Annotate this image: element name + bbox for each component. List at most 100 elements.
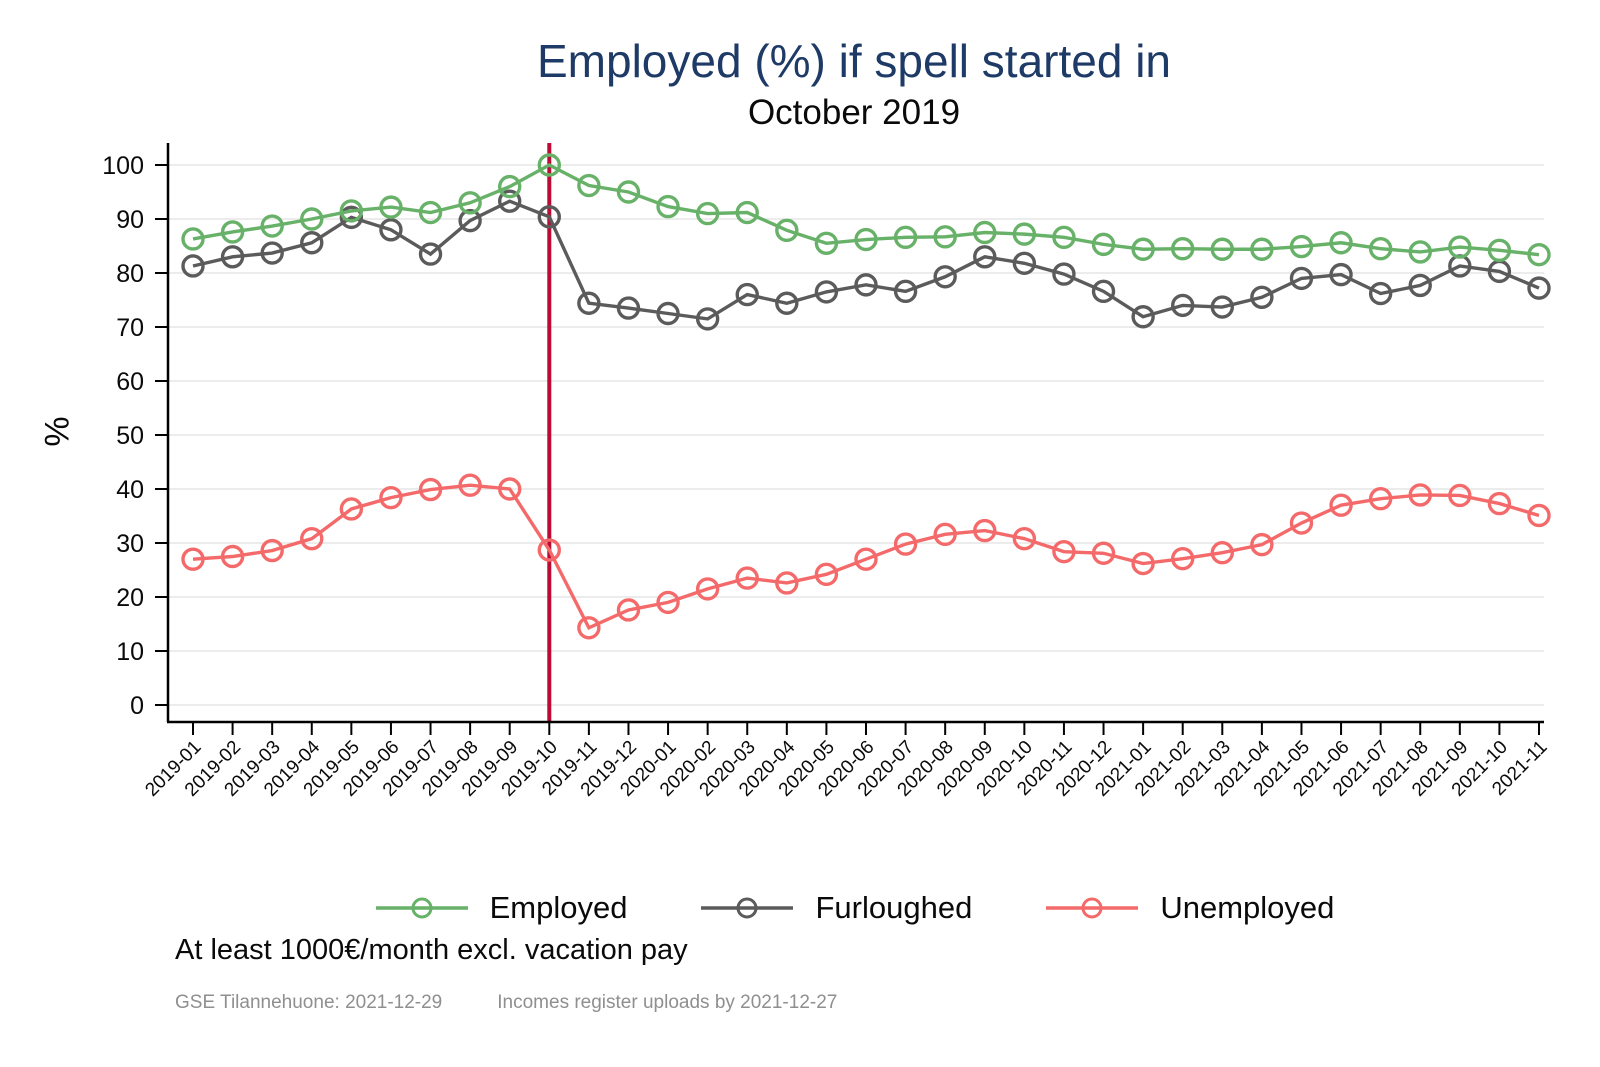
series-employed-point bbox=[1289, 234, 1314, 259]
series-furloughed-point bbox=[537, 205, 561, 229]
series-employed-point bbox=[695, 201, 720, 226]
legend-marker-furloughed-icon bbox=[701, 897, 794, 919]
series-unemployed-point bbox=[893, 532, 918, 556]
series-unemployed-point bbox=[1091, 541, 1116, 565]
chart-title: Employed (%) if spell started in bbox=[536, 35, 1172, 87]
y-tick-label: 0 bbox=[130, 692, 144, 720]
series-employed-point bbox=[1052, 225, 1076, 250]
series-employed-point bbox=[1329, 231, 1353, 255]
series-employed-point bbox=[418, 200, 443, 225]
series-employed-point bbox=[577, 173, 601, 198]
series-furloughed-point bbox=[1368, 281, 1393, 306]
series-furloughed-point bbox=[300, 231, 324, 255]
legend-item-employed: Employed bbox=[374, 890, 627, 926]
series-furloughed-point bbox=[933, 265, 957, 289]
series-furloughed-point bbox=[854, 273, 878, 297]
series-unemployed-point bbox=[339, 497, 364, 521]
series-unemployed-point bbox=[814, 562, 839, 587]
chart-subtitle: October 2019 bbox=[747, 93, 961, 132]
series-furloughed-point bbox=[418, 242, 443, 266]
chart-legend: Employed Furloughed Unemployed bbox=[108, 882, 1600, 934]
y-tick-label: 50 bbox=[116, 422, 144, 450]
series-furloughed-point bbox=[1052, 262, 1076, 286]
series-unemployed-point bbox=[656, 590, 680, 615]
chart-caption: GSE Tilannehuone: 2021-12-29 Incomes regi… bbox=[175, 992, 837, 1014]
series-employed-point bbox=[933, 225, 957, 249]
series-furloughed-point bbox=[814, 280, 839, 304]
series-unemployed-point bbox=[973, 518, 997, 543]
series-employed-point bbox=[537, 153, 561, 177]
series-unemployed-point bbox=[1408, 483, 1432, 507]
y-tick-label: 40 bbox=[116, 476, 144, 504]
series-employed-point bbox=[735, 200, 759, 225]
series-furloughed-point bbox=[181, 254, 205, 278]
legend-label: Furloughed bbox=[815, 890, 973, 925]
series-employed-point bbox=[1012, 222, 1037, 246]
series-furloughed-point bbox=[1250, 285, 1274, 309]
y-tick-label: 30 bbox=[116, 530, 144, 558]
y-tick-label: 70 bbox=[116, 314, 144, 342]
y-tick-label: 20 bbox=[116, 584, 144, 612]
series-unemployed-point bbox=[735, 566, 759, 590]
series-employed-point bbox=[893, 225, 918, 250]
y-tick-label: 90 bbox=[116, 206, 144, 234]
y-tick-label: 100 bbox=[102, 152, 144, 180]
series-unemployed-point bbox=[1250, 532, 1274, 557]
series-employed-point bbox=[379, 195, 403, 219]
series-employed-point bbox=[498, 174, 522, 199]
series-unemployed-point bbox=[577, 616, 601, 640]
series-unemployed-point bbox=[1448, 483, 1472, 508]
series-unemployed-point bbox=[1527, 503, 1551, 528]
series-furloughed-point bbox=[498, 189, 522, 213]
series-furloughed-point bbox=[735, 282, 759, 307]
y-tick-label: 60 bbox=[116, 368, 144, 396]
series-unemployed-point bbox=[537, 538, 561, 562]
series-unemployed-line bbox=[192, 483, 1540, 630]
series-employed-point bbox=[814, 231, 839, 256]
series-employed-point bbox=[1210, 237, 1234, 261]
legend-marker-unemployed-icon bbox=[1046, 897, 1139, 919]
series-furloughed-point bbox=[973, 245, 997, 269]
series-unemployed-point bbox=[418, 477, 443, 502]
series-furloughed-point bbox=[1408, 273, 1432, 298]
legend-item-furloughed: Furloughed bbox=[699, 890, 972, 926]
series-employed-point bbox=[973, 220, 997, 245]
series-furloughed-point bbox=[1171, 293, 1195, 318]
series-unemployed-point bbox=[933, 522, 957, 547]
y-tick-label: 10 bbox=[116, 638, 144, 666]
series-unemployed-point bbox=[1368, 487, 1393, 511]
series-employed-point bbox=[300, 207, 324, 231]
series-furloughed-point bbox=[339, 205, 364, 230]
series-furloughed-line bbox=[192, 199, 1540, 321]
series-employed-point bbox=[260, 214, 284, 238]
series-employed-point bbox=[656, 194, 680, 219]
series-employed-point bbox=[1487, 238, 1512, 263]
series-unemployed-point bbox=[1329, 493, 1353, 517]
series-employed-point bbox=[458, 191, 482, 215]
series-furloughed-point bbox=[220, 245, 245, 269]
series-employed-point bbox=[1171, 236, 1195, 261]
series-furloughed-point bbox=[1329, 262, 1353, 287]
caption-source-right: Incomes register uploads by 2021-12-27 bbox=[497, 992, 838, 1013]
series-employed-point bbox=[854, 227, 878, 252]
series-unemployed-point bbox=[379, 485, 403, 510]
series-unemployed-point bbox=[1171, 546, 1195, 571]
series-furloughed-point bbox=[775, 291, 799, 315]
legend-item-unemployed: Unemployed bbox=[1044, 890, 1334, 926]
series-furloughed-point bbox=[1131, 305, 1155, 329]
series-furloughed-point bbox=[260, 241, 284, 265]
series-employed-point bbox=[1368, 236, 1393, 261]
series-employed-point bbox=[775, 218, 799, 243]
series-unemployed-point bbox=[260, 538, 284, 563]
series-employed-point bbox=[1448, 235, 1472, 259]
series-furloughed-point bbox=[458, 208, 482, 233]
series-employed-line bbox=[192, 163, 1540, 257]
series-furloughed-point bbox=[1527, 276, 1551, 300]
series-furloughed-point bbox=[577, 291, 601, 315]
series-furloughed-point bbox=[1091, 279, 1116, 304]
series-employed-point bbox=[1250, 237, 1274, 261]
series-furloughed-point bbox=[656, 301, 680, 326]
chart-note: At least 1000€/month excl. vacation pay bbox=[175, 934, 688, 966]
series-employed-point bbox=[1408, 240, 1432, 264]
series-employed-point bbox=[1091, 232, 1116, 257]
